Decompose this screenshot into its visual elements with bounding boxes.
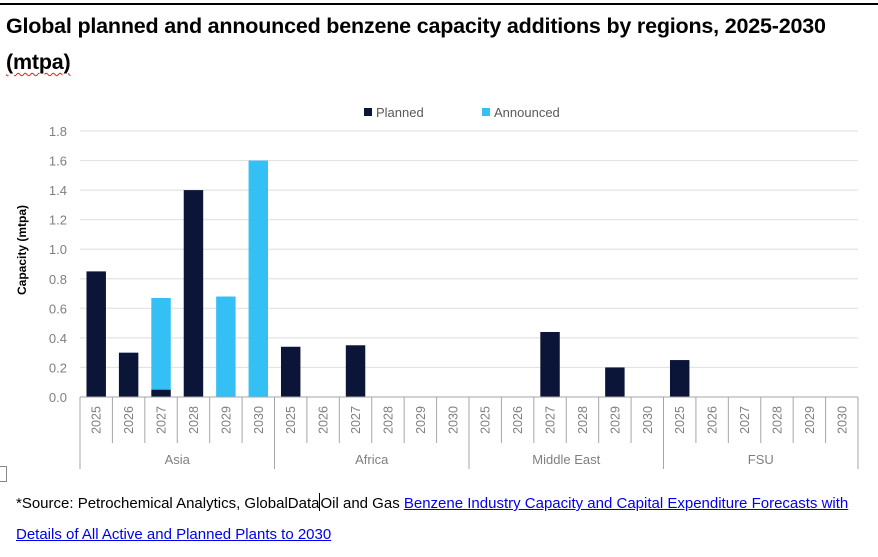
x-category-label: 2029 xyxy=(608,406,622,434)
legend-swatch-planned xyxy=(364,108,372,116)
x-category-label: 2030 xyxy=(641,406,655,434)
x-group-label: Asia xyxy=(165,452,191,467)
x-category-label: 2028 xyxy=(187,406,201,434)
x-category-label: 2027 xyxy=(349,406,363,434)
y-tick-label: 1.6 xyxy=(49,154,67,169)
bar-planned-fsu-2025 xyxy=(669,360,690,397)
y-tick-label: 0.8 xyxy=(49,272,67,287)
x-category-label: 2026 xyxy=(317,406,331,434)
legend-label-planned: Planned xyxy=(376,105,424,120)
y-axis-ticks: 0.0 0.2 0.4 0.6 0.8 1.0 1.2 1.4 1.6 1.8 xyxy=(49,124,67,405)
y-tick-label: 0.4 xyxy=(49,331,67,346)
bar-planned-asia-2028 xyxy=(183,190,204,397)
x-group-label: Middle East xyxy=(532,452,600,467)
y-axis-label: Capacity (mtpa) xyxy=(15,205,29,295)
x-category-label: 2030 xyxy=(835,406,849,434)
x-category-label: 2028 xyxy=(770,406,784,434)
gridlines xyxy=(80,130,858,369)
source-middle: Oil and Gas xyxy=(320,495,404,512)
bar-planned-asia-2025 xyxy=(86,271,106,397)
x-category-label: 2029 xyxy=(219,406,233,434)
chart-title-main: Global planned and announced benzene cap… xyxy=(6,14,826,38)
x-category-label: 2028 xyxy=(576,406,590,434)
x-category-label: 2027 xyxy=(738,406,752,434)
y-tick-label: 1.2 xyxy=(49,213,67,228)
legend-swatch-announced xyxy=(482,108,490,116)
x-category-label: 2029 xyxy=(803,406,817,434)
x-category-label: 2027 xyxy=(155,406,169,434)
x-category-label: 2025 xyxy=(284,406,298,434)
x-group-label: FSU xyxy=(748,452,774,467)
bar-chart: Planned Announced Capacity (mtpa) 0.0 0.2… xyxy=(15,105,859,469)
x-category-label: 2026 xyxy=(511,406,525,434)
y-tick-label: 0.6 xyxy=(49,301,67,316)
bar-announced-asia-2030 xyxy=(248,160,269,397)
source-prefix: *Source: Petrochemical Analytics, Global… xyxy=(16,495,320,512)
y-tick-label: 1.4 xyxy=(49,183,67,198)
top-border-rule xyxy=(0,3,878,5)
x-category-label: 2026 xyxy=(122,406,136,434)
bar-planned-middle-east-2029 xyxy=(605,367,625,397)
y-tick-label: 0.2 xyxy=(49,360,67,375)
bar-planned-africa-2025 xyxy=(280,346,301,397)
bar-planned-asia-2027 xyxy=(151,389,171,397)
object-anchor-handle[interactable] xyxy=(0,466,7,482)
bar-announced-asia-2029 xyxy=(216,296,236,397)
x-category-label: 2025 xyxy=(479,406,493,434)
y-tick-label: 0.0 xyxy=(49,390,67,405)
bar-announced-asia-2027 xyxy=(151,297,171,390)
x-category-label: 2029 xyxy=(414,406,428,434)
x-category-label: 2026 xyxy=(706,406,720,434)
x-category-label: 2025 xyxy=(90,406,104,434)
chart-title-unit: (mtpa) xyxy=(6,50,71,74)
x-category-label: 2025 xyxy=(673,406,687,434)
bars xyxy=(86,160,690,397)
y-tick-label: 1.8 xyxy=(49,124,67,139)
bar-planned-africa-2027 xyxy=(345,345,366,397)
x-group-label: Africa xyxy=(355,452,389,467)
x-category-label: 2030 xyxy=(252,406,266,434)
legend-label-announced: Announced xyxy=(494,105,560,120)
source-note: *Source: Petrochemical Analytics, Global… xyxy=(16,488,876,550)
x-axis: 2025 2026 2027 2028 2029 2030 Asia 2025 2026 2027… xyxy=(79,396,859,469)
source-report-link[interactable]: Benzene Industry Capacity and Capital Ex… xyxy=(16,495,849,543)
chart-title: Global planned and announced benzene cap… xyxy=(6,8,876,80)
bar-planned-middle-east-2027 xyxy=(540,331,560,397)
x-category-label: 2030 xyxy=(446,406,460,434)
bar-planned-asia-2026 xyxy=(118,352,139,397)
x-category-label: 2027 xyxy=(544,406,558,434)
x-category-label: 2028 xyxy=(381,406,395,434)
legend: Planned Announced xyxy=(364,105,560,120)
y-tick-label: 1.0 xyxy=(49,242,67,257)
text-caret xyxy=(319,493,321,511)
